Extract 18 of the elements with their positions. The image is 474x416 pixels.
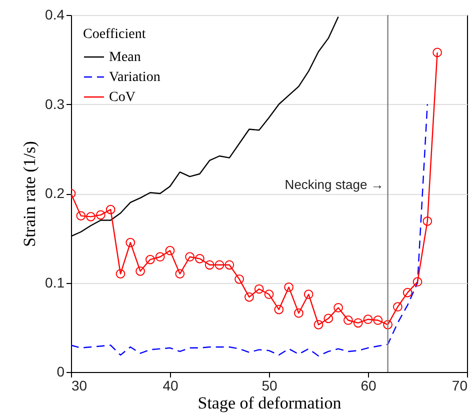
x-tick-label: 40 (162, 378, 178, 394)
legend-label: Mean (109, 50, 141, 65)
y-tick-label: 0 (56, 364, 65, 380)
legend-label: Variation (109, 70, 160, 85)
x-axis-title: Stage of deformation (198, 394, 342, 412)
y-tick-label: 0.3 (45, 96, 65, 112)
x-tick-label: 70 (452, 378, 468, 394)
ref-line-label: Necking stage → (284, 177, 384, 192)
line-series (71, 104, 428, 357)
x-tick-label: 30 (72, 378, 88, 394)
y-axis-title: Strain rate (1/s) (20, 141, 40, 247)
y-tick-label: 0.4 (45, 6, 65, 22)
y-tick-label: 0.2 (45, 185, 65, 201)
x-tick-label: 50 (262, 378, 278, 394)
legend-title: Coefficient (83, 27, 146, 42)
x-tick-label: 60 (360, 378, 376, 394)
legend-label: CoV (109, 90, 136, 105)
y-tick-label: 0.1 (45, 274, 65, 290)
